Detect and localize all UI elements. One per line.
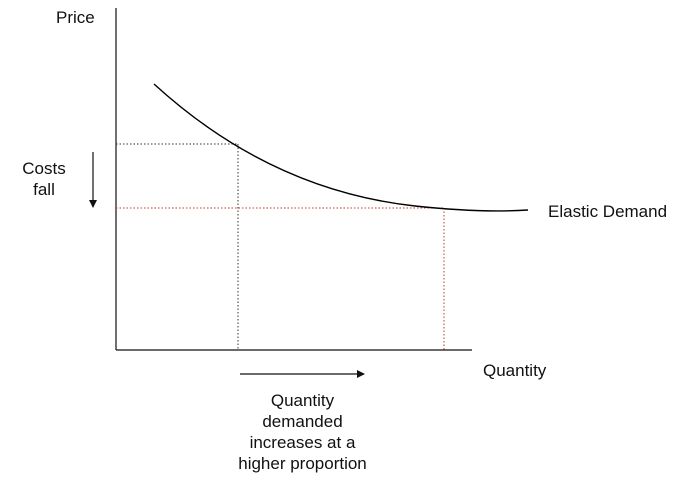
y-axis-label: Price	[56, 8, 95, 27]
quantity-note-line: Quantity	[270, 391, 335, 410]
quantity-note-line: demanded	[262, 412, 343, 431]
quantity-note-line: increases at a	[249, 433, 356, 452]
elastic-demand-curve	[153, 83, 529, 212]
quantity-increase-annotation: Quantity demanded increases at a higher …	[205, 390, 400, 474]
x-axis-label: Quantity	[483, 361, 547, 380]
costs-fall-line: fall	[33, 180, 55, 199]
costs-fall-annotation: Costs fall	[0, 158, 88, 200]
costs-fall-line: Costs	[22, 159, 66, 178]
quantity-note-line: higher proportion	[238, 454, 367, 473]
elastic-demand-label: Elastic Demand	[548, 202, 668, 221]
